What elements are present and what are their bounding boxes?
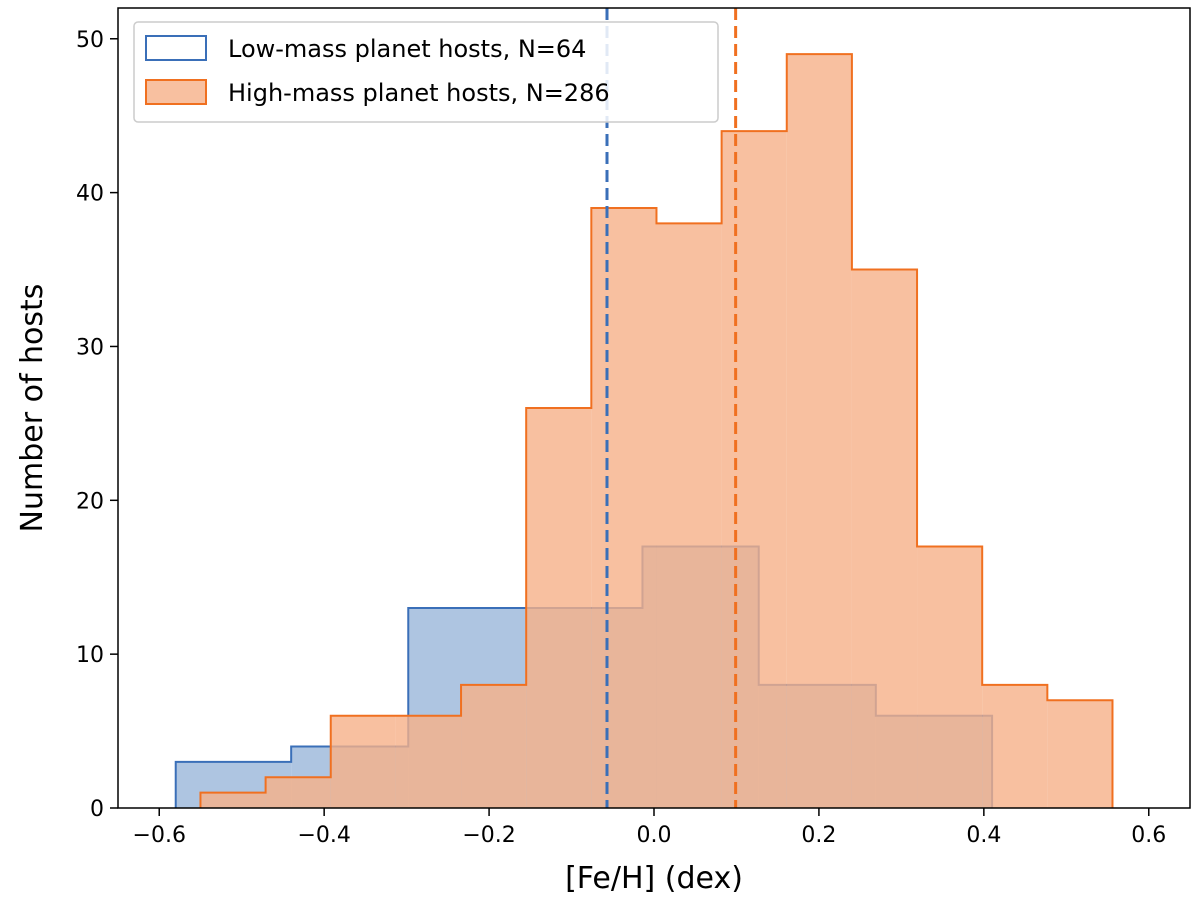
histogram-bar-high-mass [1047, 700, 1113, 808]
histogram-bar-high-mass [200, 792, 266, 808]
histogram-bar-high-mass [330, 715, 396, 808]
x-axis: −0.6 −0.4 −0.2 0.0 0.2 0.4 0.6 [133, 808, 1166, 848]
histogram-bar-high-mass [265, 777, 331, 808]
histogram-bar-high-mass [786, 54, 852, 808]
legend-swatch-high-mass [145, 79, 207, 105]
histogram-bar-high-mass [461, 684, 527, 808]
histogram-bar-high-mass [395, 715, 462, 808]
y-tick-label: 30 [76, 335, 104, 360]
histogram-bar-high-mass [851, 269, 918, 808]
plot-area [174, 8, 1114, 809]
histogram-bar-high-mass [526, 408, 592, 808]
histogram-bar-high-mass [917, 546, 983, 808]
y-axis-label: Number of hosts [15, 284, 50, 533]
y-tick-label: 20 [76, 489, 104, 514]
x-tick-label: 0.0 [637, 823, 672, 848]
legend-label-low-mass: Low-mass planet hosts, N=64 [228, 35, 586, 63]
x-tick-label: −0.2 [462, 823, 515, 848]
x-tick-label: 0.4 [966, 823, 1001, 848]
histogram-outline-high-mass [199, 53, 1114, 808]
histogram-bar-high-mass [591, 208, 657, 808]
legend-swatch-low-mass [145, 35, 207, 61]
y-tick-label: 50 [76, 28, 104, 53]
legend: Low-mass planet hosts, N=64 High-mass pl… [133, 21, 719, 123]
x-tick-label: 0.6 [1131, 823, 1166, 848]
y-tick-label: 10 [76, 643, 104, 668]
histogram-bar-high-mass [656, 223, 722, 808]
y-axis: 0 10 20 30 40 50 [76, 28, 118, 822]
legend-label-high-mass: High-mass planet hosts, N=286 [228, 79, 610, 107]
x-tick-label: −0.4 [297, 823, 350, 848]
histogram-bar-high-mass [721, 131, 787, 809]
y-tick-label: 0 [90, 797, 104, 822]
histogram-bar-high-mass [982, 684, 1048, 808]
legend-box [133, 21, 719, 123]
x-tick-label: −0.6 [133, 823, 186, 848]
y-tick-label: 40 [76, 182, 104, 207]
x-tick-label: 0.2 [801, 823, 836, 848]
x-axis-label: [Fe/H] (dex) [565, 861, 743, 896]
